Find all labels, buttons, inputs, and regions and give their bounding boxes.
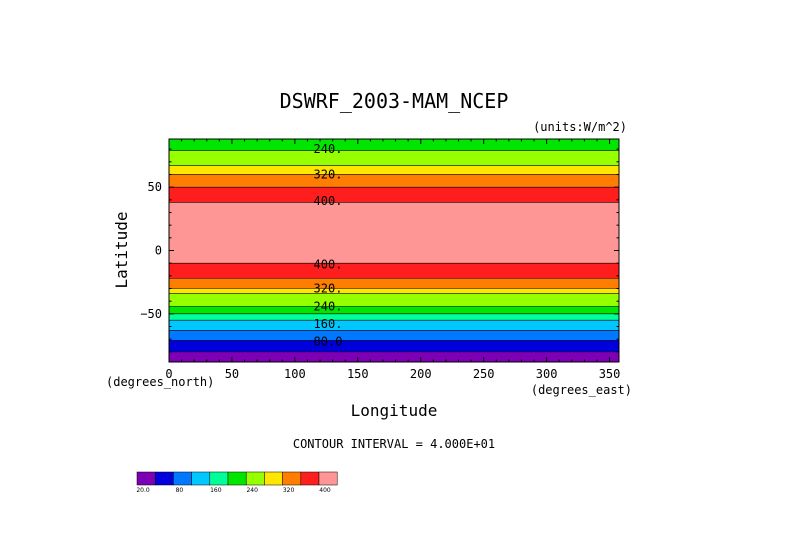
contour-interval-note: CONTOUR INTERVAL = 4.000E+01 [293, 437, 495, 451]
colorbar-swatch [245, 471, 265, 486]
contour-label: 240. [314, 142, 343, 156]
contour-bands [169, 139, 619, 362]
contour-label: 400. [314, 257, 343, 271]
contour-lines [169, 150, 619, 353]
contour-label: 400. [314, 194, 343, 208]
contour-label: 160. [314, 317, 343, 331]
contour-band [169, 320, 619, 331]
x-tick-label: 150 [347, 367, 369, 381]
x-units-label: (degrees_east) [531, 383, 632, 397]
colorbar-swatch [136, 471, 156, 486]
contour-band [169, 150, 619, 166]
colorbar-label: 400 [319, 487, 331, 494]
contour-band [169, 330, 619, 341]
contour-band [169, 278, 619, 289]
colorbar-label: 160 [210, 487, 222, 494]
contour-band [169, 313, 619, 321]
x-tick-label: 200 [410, 367, 432, 381]
contour-band [169, 351, 619, 362]
contour-label: 80.0 [314, 335, 343, 349]
colorbar-swatch [191, 471, 211, 486]
contour-band [169, 174, 619, 188]
y-tick-label: 0 [155, 244, 162, 258]
contour-label: 240. [314, 299, 343, 313]
colorbar-swatch [173, 471, 192, 486]
colorbar-swatch [154, 471, 174, 486]
x-axis-ticks: 0 50 100 150 200 250 300 350 [165, 139, 620, 381]
contour-labels: 240. 320. 400. 400. 320. 240. 160. 80.0 [314, 142, 343, 349]
contour-band [169, 340, 619, 352]
x-tick-label: 0 [165, 367, 172, 381]
x-tick-label: 250 [473, 367, 495, 381]
y-tick-label: 50 [148, 180, 162, 194]
colorbar-swatch [282, 471, 302, 486]
y-units-label: (degrees_north) [106, 375, 214, 389]
contour-band [169, 293, 619, 307]
x-tick-label: 50 [225, 367, 239, 381]
colorbar-swatch [209, 471, 229, 486]
chart-title: DSWRF_2003-MAM_NCEP [280, 89, 509, 113]
colorbar-label: 80 [176, 487, 184, 494]
colorbar-label: 240 [246, 487, 258, 494]
colorbar-label: 320 [283, 487, 295, 494]
y-axis-label: Latitude [112, 211, 131, 288]
contour-band [169, 187, 619, 203]
colorbar-swatch [300, 471, 320, 486]
units-label: (units:W/m^2) [533, 120, 627, 134]
y-axis-ticks: 50 0 −50 [140, 148, 619, 353]
x-tick-label: 300 [536, 367, 558, 381]
x-tick-label: 350 [599, 367, 621, 381]
x-tick-label: 100 [284, 367, 306, 381]
y-tick-label: −50 [140, 307, 162, 321]
contour-band [169, 263, 619, 279]
colorbar-swatch [227, 471, 247, 486]
contour-band [169, 139, 619, 151]
colorbar: 20.0 80 160 240 320 400 [136, 471, 338, 494]
contour-label: 320. [314, 167, 343, 181]
colorbar-label: 20.0 [136, 487, 150, 494]
x-axis-label: Longitude [351, 401, 438, 420]
contour-band [169, 165, 619, 175]
contour-band [169, 288, 619, 294]
contour-label: 320. [314, 282, 343, 296]
colorbar-swatch [264, 471, 283, 486]
contour-band [169, 202, 619, 264]
contour-band [169, 306, 619, 314]
colorbar-swatch [318, 471, 338, 486]
